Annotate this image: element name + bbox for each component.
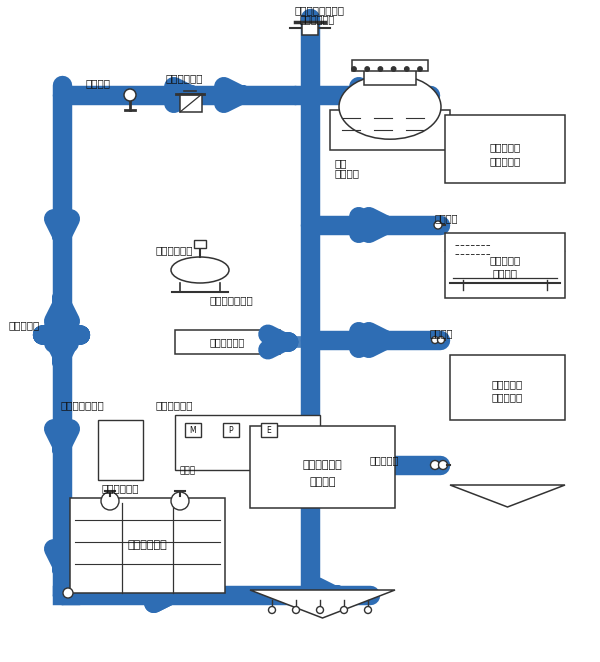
Circle shape — [418, 67, 422, 71]
Text: P: P — [229, 426, 233, 434]
Polygon shape — [250, 590, 395, 618]
Text: 固定屋根式: 固定屋根式 — [490, 156, 521, 166]
Bar — [223, 423, 239, 437]
Text: M: M — [190, 426, 196, 434]
Polygon shape — [450, 485, 565, 507]
Polygon shape — [445, 251, 565, 275]
Bar — [175, 330, 280, 354]
Bar — [261, 423, 277, 437]
Bar — [180, 94, 202, 112]
Circle shape — [434, 221, 442, 229]
Circle shape — [431, 336, 439, 344]
Bar — [330, 109, 450, 150]
Bar — [98, 420, 143, 480]
Text: 石油タンク: 石油タンク — [490, 142, 521, 152]
Circle shape — [439, 461, 448, 469]
Text: ホース格納笱: ホース格納笱 — [165, 73, 203, 83]
Bar — [185, 423, 201, 437]
Text: 石油: 石油 — [335, 158, 347, 168]
Text: 高発泡発生機: 高発泡発生機 — [101, 483, 139, 493]
Circle shape — [268, 606, 275, 614]
Bar — [352, 60, 428, 71]
Circle shape — [352, 67, 356, 71]
Text: タンカー: タンカー — [335, 168, 360, 178]
Text: ラック式倉庫: ラック式倉庫 — [128, 540, 167, 551]
Bar — [445, 115, 565, 183]
Bar — [364, 66, 416, 85]
Bar — [70, 498, 225, 593]
Circle shape — [364, 606, 371, 614]
Text: 危険物倉庫等: 危険物倉庫等 — [302, 460, 343, 470]
Text: 泡放出口: 泡放出口 — [435, 213, 458, 223]
Text: 泡消火栓: 泡消火栓 — [85, 78, 110, 88]
Circle shape — [101, 492, 119, 510]
Text: 等圧弁: 等圧弁 — [180, 466, 196, 475]
Circle shape — [340, 606, 347, 614]
Circle shape — [430, 461, 439, 469]
Text: 泡ヘッド: 泡ヘッド — [309, 477, 336, 487]
Bar — [450, 355, 565, 420]
Circle shape — [317, 606, 323, 614]
Text: 等圧調合装置: 等圧調合装置 — [155, 400, 193, 410]
Bar — [302, 23, 318, 35]
Text: 比例調合装置: 比例調合装置 — [210, 337, 245, 347]
Circle shape — [437, 336, 445, 344]
Text: 固定屋根式: 固定屋根式 — [492, 393, 523, 402]
Circle shape — [63, 588, 73, 598]
Bar — [175, 415, 320, 470]
Text: 泡放出口: 泡放出口 — [430, 328, 454, 338]
Text: 泡モニターノズル: 泡モニターノズル — [295, 5, 345, 15]
Text: 差圧調合装置: 差圧調合装置 — [155, 245, 193, 255]
Bar — [194, 240, 206, 248]
Text: 送水ポンプ: 送水ポンプ — [8, 320, 39, 330]
Text: E: E — [266, 426, 271, 434]
Ellipse shape — [171, 257, 229, 283]
Circle shape — [404, 67, 409, 71]
Circle shape — [292, 606, 299, 614]
Text: 底部発泡器: 底部発泡器 — [370, 455, 400, 465]
Circle shape — [391, 67, 396, 71]
Circle shape — [171, 492, 189, 510]
Text: （泡放射砲）: （泡放射砲） — [300, 14, 335, 24]
Ellipse shape — [339, 74, 441, 139]
Circle shape — [378, 67, 383, 71]
Text: 石油タンク: 石油タンク — [490, 256, 521, 265]
Text: 泡消火薬剤谯槽: 泡消火薬剤谯槽 — [210, 295, 254, 305]
Text: 泡消火薬剤谯槽: 泡消火薬剤谯槽 — [60, 400, 104, 410]
Text: 石油タンク: 石油タンク — [492, 379, 523, 389]
Bar — [445, 233, 565, 298]
Bar — [250, 426, 395, 508]
Circle shape — [124, 89, 136, 101]
Circle shape — [365, 67, 370, 71]
Text: 浮屋根式: 浮屋根式 — [493, 269, 517, 279]
